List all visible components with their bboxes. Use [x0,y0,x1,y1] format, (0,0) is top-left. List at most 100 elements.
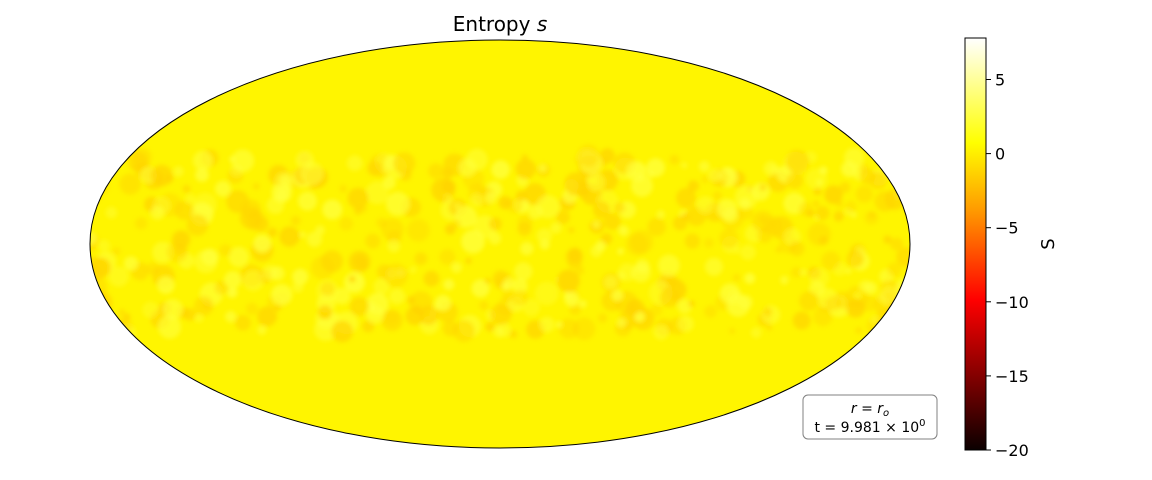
field-cell [135,217,147,229]
colorbar-tick-label: −15 [995,367,1029,386]
field-cell [384,310,399,325]
field-cell [890,238,903,251]
field-cell [685,234,700,249]
field-cell [410,267,417,274]
field-cell [381,218,403,240]
field-cell [790,241,805,256]
field-cell [271,284,292,305]
field-cell [194,193,217,216]
field-cell [727,290,743,306]
mollweide-map [82,40,916,448]
field-cell [735,186,758,209]
field-cell [388,240,401,253]
field-cell [763,307,772,316]
field-cell [617,248,624,255]
field-cell [124,256,138,270]
annotation-time-text: t = 9.981 × 10 [814,420,919,436]
field-cell [826,296,841,311]
field-cell [109,267,129,287]
field-cell [888,160,907,179]
field-cell [510,330,518,338]
field-cell [618,225,629,236]
chart-title-symbol: s [537,12,547,36]
field-cell [654,325,669,340]
field-cell [856,185,873,202]
field-cell [491,160,510,179]
field-cell [114,316,121,323]
field-cell [316,280,338,302]
field-cell [311,256,334,279]
field-cell [162,299,183,320]
field-cell [253,235,271,253]
field-cell [688,300,695,307]
field-cell [219,244,231,256]
field-cell [440,195,448,203]
field-cell [618,263,636,281]
field-cell [98,240,110,252]
field-cell [443,279,454,290]
field-cell [253,183,260,190]
field-cell [195,168,209,182]
field-cell [490,304,511,325]
field-cell [676,188,696,208]
field-cell [696,196,714,214]
field-cell [489,217,502,230]
field-cell [800,269,807,276]
field-cell [713,191,722,200]
colorbar: 50−5−10−15−20 S [965,38,1059,460]
field-cell [577,145,599,167]
field-cell [89,291,113,315]
field-cell [704,305,717,318]
colorbar-tick-label: −20 [995,441,1029,460]
colorbar-gradient [965,38,986,450]
field-cell [439,249,455,265]
field-cell [793,312,811,330]
field-cell [626,302,639,315]
field-cell [869,212,875,218]
field-cell [813,200,820,207]
field-cell [514,262,532,280]
annotation-radius-text: r = r [851,401,884,417]
field-cell [834,210,844,220]
field-cell [484,278,490,284]
field-cell [705,258,723,276]
field-cell [630,230,654,254]
field-cell [366,305,384,323]
field-cell [119,309,126,316]
field-cell [699,161,710,172]
field-cell [579,300,587,308]
field-cell [556,322,562,328]
field-cell [766,325,772,331]
field-cell [454,202,461,209]
field-cell [888,146,908,166]
field-cell [719,229,738,248]
field-cell [847,250,864,267]
annotation-time-sup: 0 [919,418,925,429]
field-cell [268,227,278,237]
field-cell [96,324,104,332]
field-cell [85,187,101,203]
colorbar-tick-label: 0 [995,145,1005,164]
field-cell [119,173,140,194]
field-cell [809,268,829,288]
field-cell [708,169,721,182]
field-cell [586,173,605,192]
field-cell [389,288,405,304]
field-cell [246,303,258,315]
field-cell [226,190,249,213]
field-cell [887,262,901,276]
field-cell [479,301,488,310]
field-cell [678,316,694,332]
field-cell [595,241,606,252]
field-cell [471,193,484,206]
field-cell [808,223,831,246]
field-cell [540,239,550,249]
field-cell [681,162,687,168]
field-cell [257,306,277,326]
field-cell [254,217,269,232]
field-cell [279,226,299,246]
chart-title-text: Entropy [453,12,537,36]
field-cell [898,168,905,175]
field-cell [157,277,174,294]
field-cell [414,252,427,265]
